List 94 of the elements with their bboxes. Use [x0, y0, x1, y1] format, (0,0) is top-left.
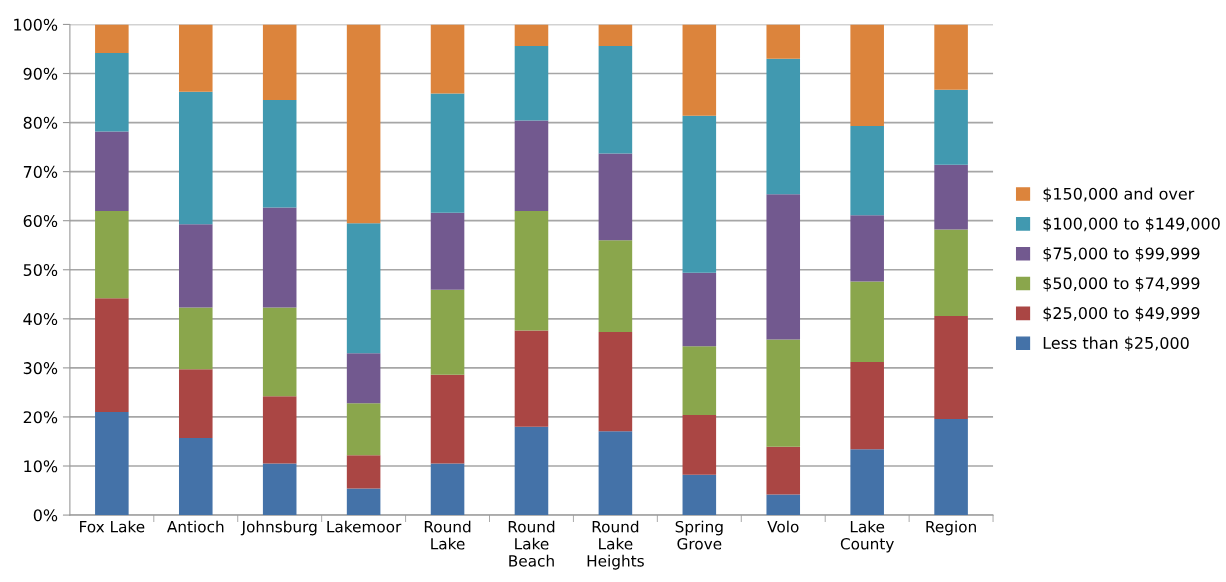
y-tick-label: 30% [23, 362, 58, 375]
y-tick-label: 60% [23, 214, 58, 227]
bar [514, 210, 549, 331]
bar [430, 24, 465, 94]
bar [178, 369, 213, 439]
bar [430, 289, 465, 375]
bar [430, 93, 465, 213]
bar [934, 418, 968, 516]
x-tick-label: Round Lake Heights [587, 520, 644, 570]
y-tick-label: 20% [23, 411, 58, 424]
bar [514, 330, 549, 427]
bar [682, 24, 717, 116]
legend-label: $25,000 to $49,999 [1043, 306, 1200, 322]
bar [95, 298, 129, 413]
x-tick-label: Spring Grove [675, 520, 723, 550]
y-tick-label: 100% [14, 18, 58, 31]
bar [346, 455, 381, 489]
bar [262, 207, 297, 308]
x-tick-label: Lake County [840, 520, 894, 553]
legend-label: $100,000 to $149,000 [1043, 217, 1220, 232]
y-tick-label: 50% [23, 263, 58, 277]
bar [766, 339, 801, 447]
bar [178, 24, 213, 92]
bar [95, 131, 129, 211]
bar [766, 58, 801, 195]
legend-label: Less than $25,000 [1043, 336, 1189, 352]
bar [514, 120, 549, 211]
bar [598, 332, 633, 432]
bar [178, 307, 213, 370]
bar [598, 431, 633, 516]
bar [850, 215, 884, 282]
bar [262, 396, 297, 464]
bar [430, 374, 465, 464]
legend-label: $50,000 to $74,999 [1043, 276, 1200, 292]
bar [850, 24, 884, 126]
x-tick-label: Lakemoor [327, 520, 402, 533]
bar [682, 272, 717, 347]
bar [262, 24, 297, 100]
legend-label: $150,000 and over [1043, 187, 1195, 202]
x-tick-label: Johnsburg [240, 520, 317, 536]
bar [850, 361, 884, 450]
bar [262, 100, 297, 208]
bar [430, 212, 465, 290]
bar [346, 488, 381, 516]
bar [850, 449, 884, 516]
bar [346, 24, 381, 224]
bar [598, 24, 633, 47]
legend-label: $75,000 to $99,999 [1043, 247, 1200, 262]
x-tick-label: Round Lake [424, 520, 471, 550]
bar [95, 412, 129, 516]
y-tick-label: 0% [33, 509, 58, 522]
bar [766, 24, 801, 59]
bar [430, 463, 465, 516]
bar [934, 24, 968, 90]
bar [934, 315, 968, 419]
x-tick-label: Volo [767, 520, 799, 533]
bar [682, 474, 717, 516]
bar [95, 24, 129, 53]
bar [178, 438, 213, 516]
bar [95, 210, 129, 299]
bar [850, 126, 884, 216]
bar [514, 24, 549, 47]
x-tick-label: Antioch [166, 520, 224, 533]
bar [262, 307, 297, 397]
bar [346, 223, 381, 354]
bar [598, 153, 633, 241]
bar [514, 46, 549, 121]
bar [934, 89, 968, 165]
x-tick-label: Fox Lake [80, 520, 145, 533]
bar [598, 46, 633, 154]
bar [346, 403, 381, 456]
x-tick-label: Region [926, 520, 976, 536]
bar [682, 346, 717, 415]
y-tick-label: 10% [24, 460, 58, 473]
bar [934, 164, 968, 230]
bar [682, 115, 717, 273]
y-tick-label: 80% [23, 116, 58, 129]
y-tick-label: 90% [23, 67, 58, 80]
bar [766, 446, 801, 495]
y-tick-label: 40% [23, 313, 58, 326]
bar [178, 224, 213, 308]
bar [262, 463, 297, 516]
bar [766, 194, 801, 340]
bar [682, 414, 717, 475]
bar [95, 52, 129, 132]
y-tick-label: 70% [23, 165, 58, 178]
x-tick-label: Round Lake Beach [508, 520, 555, 567]
bar [178, 91, 213, 225]
bar [514, 426, 549, 516]
bar [598, 240, 633, 333]
bar [850, 281, 884, 362]
bar [346, 353, 381, 404]
bar [934, 229, 968, 316]
bar [766, 494, 801, 516]
